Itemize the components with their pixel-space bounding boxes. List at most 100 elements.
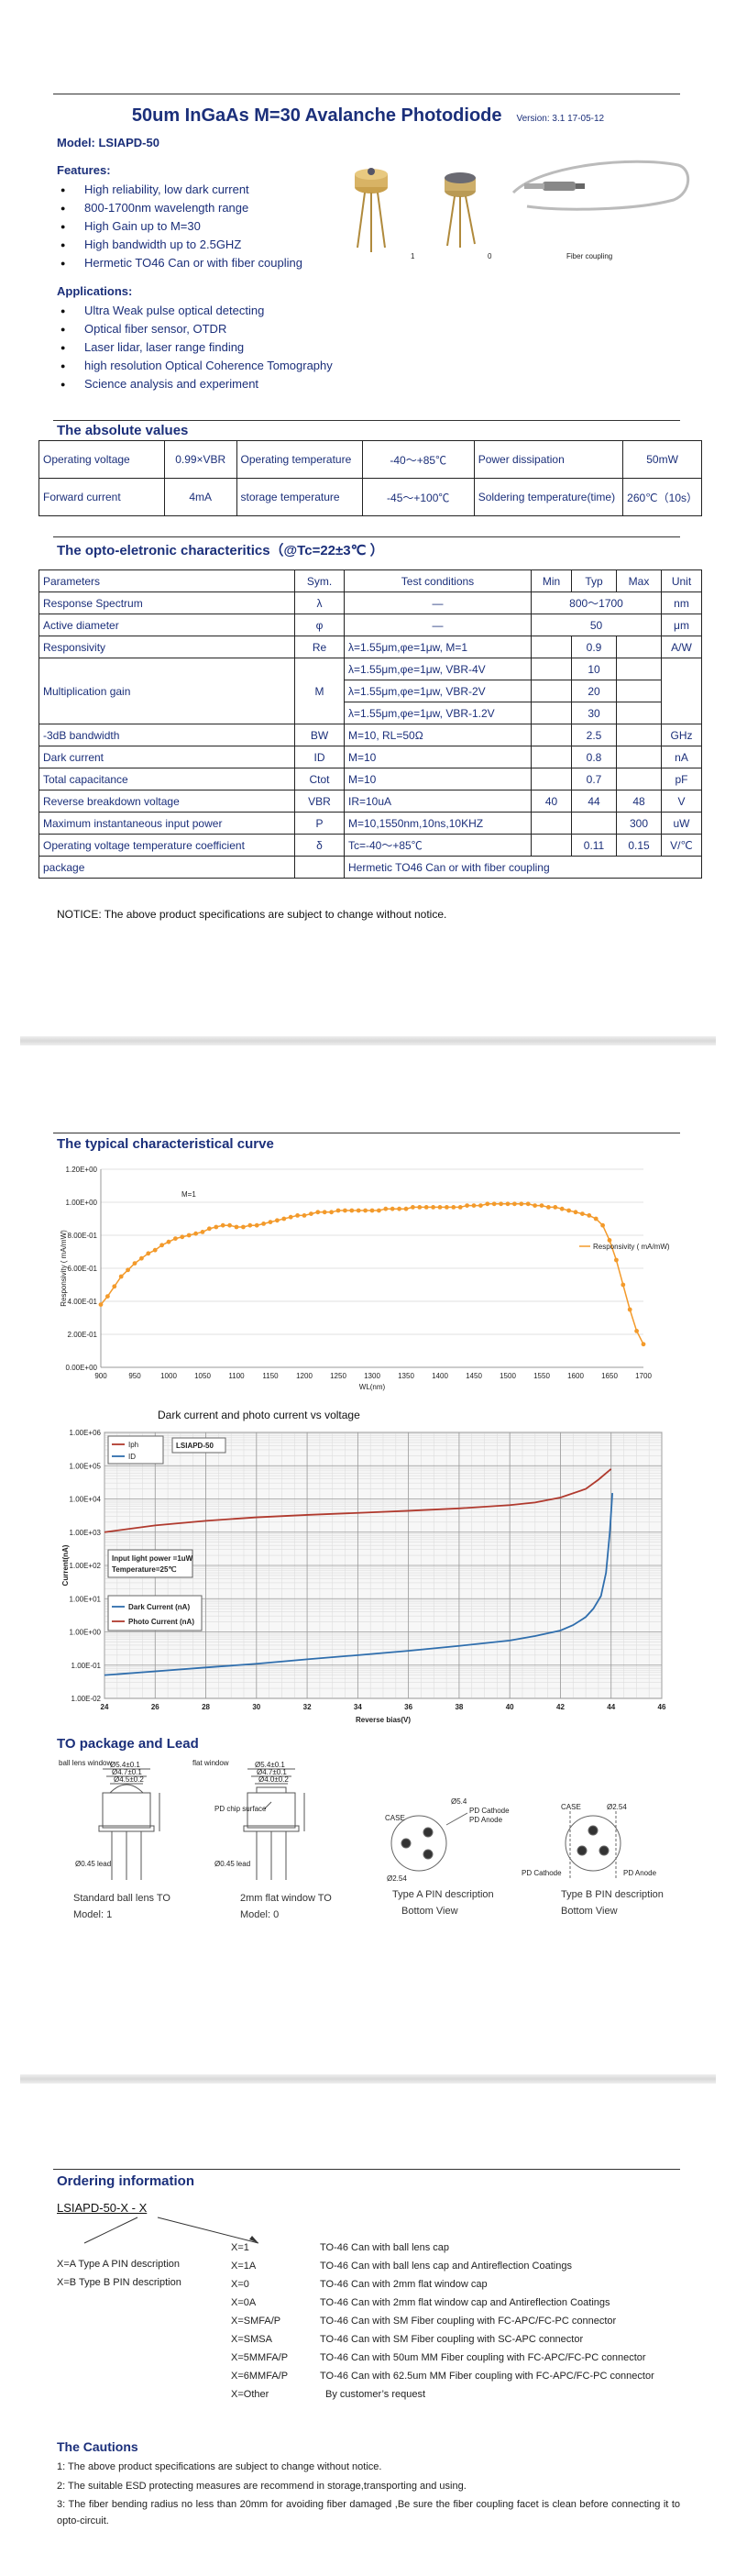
data-point [173, 1236, 178, 1241]
data-point [118, 1274, 124, 1279]
table-cell: 0.7 [571, 768, 617, 790]
table-cell: Soldering temperature(time) [473, 478, 624, 516]
cautions-heading: The Cautions [57, 2439, 138, 2454]
data-point [423, 1205, 429, 1210]
data-point [288, 1214, 293, 1220]
table-cell: 48 [616, 790, 662, 813]
section-rule [53, 420, 680, 421]
table-cell [616, 658, 662, 680]
drawing-label: Ø5.4±0.1 [255, 1761, 285, 1769]
y-tick-label: 1.20E+00 [66, 1166, 98, 1174]
table-cell: φ [294, 614, 345, 636]
table-cell: 10 [571, 658, 617, 680]
table-row: Dark current ID M=10 0.8 nA [38, 746, 702, 768]
data-point [390, 1206, 395, 1211]
table-cell: 0.8 [571, 746, 617, 768]
x-tick-label: 1150 [262, 1372, 279, 1380]
drawing-label: flat window [192, 1759, 229, 1767]
data-point [254, 1222, 259, 1228]
applications-list: Ultra Weak pulse optical detecting Optic… [57, 302, 333, 393]
list-item: high resolution Optical Coherence Tomogr… [57, 357, 333, 375]
data-point [309, 1211, 313, 1216]
list-item: X=SMSA TO-46 Can with SM Fiber coupling w… [231, 2334, 584, 2345]
data-point [349, 1208, 355, 1213]
y-tick-label: 1.00E+00 [66, 1199, 98, 1207]
table-cell: 300 [616, 812, 662, 835]
table-row: package Hermetic TO46 Can or with fiber … [38, 856, 702, 879]
data-point [627, 1307, 632, 1312]
table-cell: BW [294, 724, 345, 746]
data-point [329, 1210, 334, 1215]
table-cell: M=10, RL=50Ω [344, 724, 532, 746]
applications-heading: Applications: [57, 284, 133, 298]
table-cell [531, 768, 572, 790]
drawing-model: Model: 1 [73, 1909, 113, 1920]
chart-title: M=1 [181, 1190, 196, 1199]
table-cell: δ [294, 834, 345, 857]
model-label: LSIAPD-50 [176, 1442, 214, 1450]
data-point [634, 1329, 639, 1333]
table-cell: M=10,1550nm,10ns,10KHZ [344, 812, 532, 835]
page-title: 50um InGaAs M=30 Avalanche Photodiode Ver… [0, 105, 736, 127]
y-axis-label: Responsivity ( mA/mW) [60, 1230, 68, 1307]
y-axis-label: Current(nA) [61, 1544, 70, 1586]
data-point [485, 1201, 490, 1207]
product-photos: 1 0 Fiber coupling [355, 160, 690, 260]
x-tick-label: 1350 [398, 1372, 414, 1380]
table-cell [294, 856, 345, 879]
x-tick-label: 1100 [228, 1372, 245, 1380]
ball-lens-to-photo [355, 168, 388, 252]
table-cell: package [38, 856, 295, 879]
x-tick-label: 1550 [533, 1372, 550, 1380]
y-tick-label: 0.00E+00 [66, 1364, 98, 1372]
drawing-label: PD chip surface [214, 1805, 267, 1813]
list-item: 800-1700nm wavelength range [57, 199, 302, 217]
table-cell: Hermetic TO46 Can or with fiber coupling [344, 856, 702, 879]
table-cell: 40 [531, 790, 572, 813]
table-cell [531, 702, 572, 724]
pin-label: Ø2.54 [387, 1874, 407, 1883]
table-cell: GHz [661, 724, 702, 746]
model-label: Model: LSIAPD-50 [57, 136, 159, 149]
table-cell: Operating voltage temperature coefficien… [38, 834, 295, 857]
data-point [519, 1201, 524, 1207]
x-tick-label: 1250 [330, 1372, 346, 1380]
table-row: Reverse breakdown voltage VBR IR=10uA 40… [38, 790, 702, 813]
absolute-heading: The absolute values [57, 423, 189, 438]
title-text: 50um InGaAs M=30 Avalanche Photodiode [131, 105, 502, 126]
list-item: X=1 TO-46 Can with ball lens cap [231, 2242, 450, 2253]
data-point [241, 1224, 246, 1230]
drawing-label: Ø0.45 lead [214, 1860, 250, 1868]
drawing-label: Ø4.7±0.1 [112, 1768, 142, 1776]
data-point [214, 1224, 219, 1230]
column-header: Sym. [294, 569, 345, 592]
drawing-label: Ø0.45 lead [75, 1860, 111, 1868]
list-item: X=5MMFA/P TO-46 Can with 50um MM Fiber co… [231, 2352, 646, 2363]
x-tick-label: 1700 [635, 1372, 652, 1380]
drawing-caption: 2mm flat window TO [240, 1893, 332, 1904]
flat-window-to-drawing [243, 1768, 305, 1880]
section-rule [53, 536, 680, 537]
table-cell [616, 702, 662, 724]
data-point [471, 1203, 477, 1208]
table-cell: IR=10uA [344, 790, 532, 813]
table-cell: Dark current [38, 746, 295, 768]
table-cell: λ=1.55μm,φe=1μw, VBR-2V [344, 680, 532, 702]
x-tick-label: 32 [303, 1703, 312, 1711]
y-tick-label: 1.00E+05 [70, 1462, 102, 1470]
section-rule [53, 2169, 680, 2170]
table-cell: Total capacitance [38, 768, 295, 790]
data-point [383, 1206, 389, 1211]
photo-caption: Fiber coupling [566, 252, 612, 260]
data-point [559, 1206, 565, 1211]
pin-caption: Type A PIN description [392, 1889, 494, 1900]
curve-heading: The typical characteristical curve [57, 1136, 274, 1152]
data-point [152, 1247, 158, 1253]
table-cell [531, 680, 572, 702]
table-row: Responsivity Re λ=1.55μm,φe=1μw, M=1 0.9… [38, 636, 702, 658]
ordering-heading: Ordering information [57, 2173, 194, 2189]
table-cell [616, 746, 662, 768]
x-tick-label: 1300 [364, 1372, 380, 1380]
legend-box [107, 1435, 164, 1465]
chart2-title: Dark current and photo current vs voltag… [158, 1409, 360, 1421]
